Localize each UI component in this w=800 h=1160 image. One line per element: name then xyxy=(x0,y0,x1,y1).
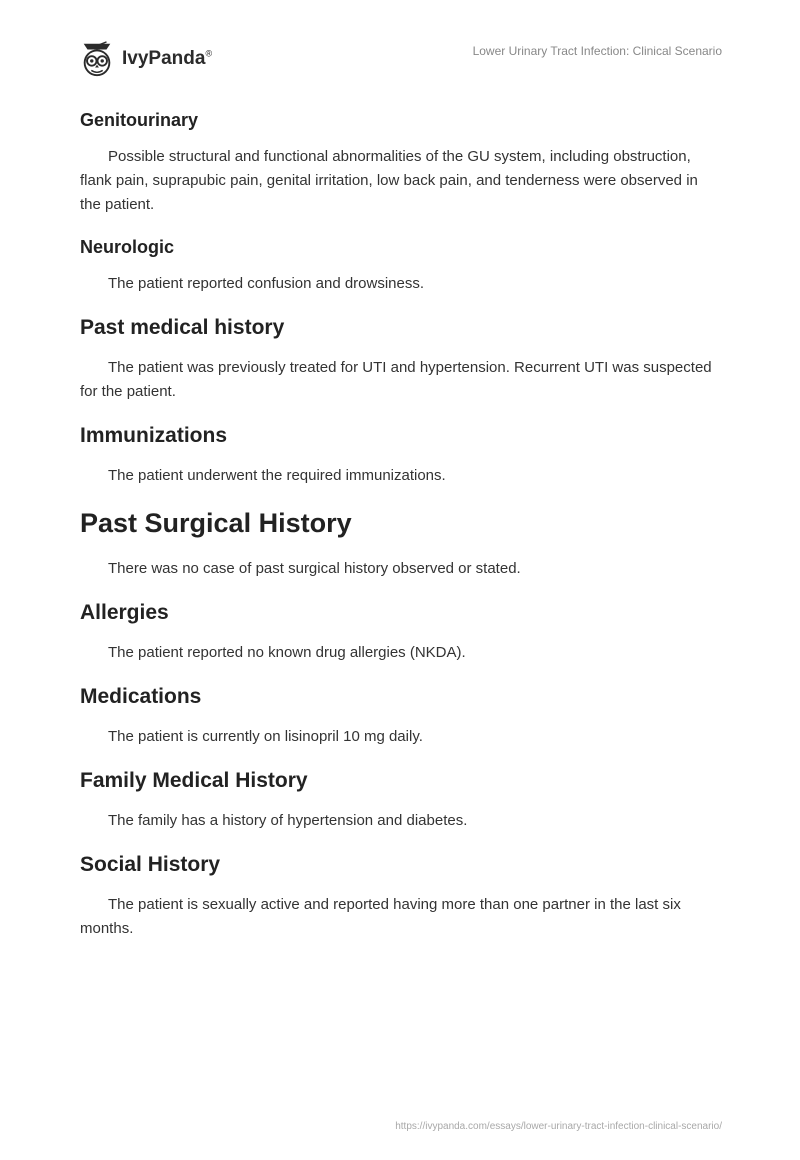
document-title: Lower Urinary Tract Infection: Clinical … xyxy=(473,44,722,58)
page-header: IvyPanda® Lower Urinary Tract Infection:… xyxy=(78,40,722,78)
brand-name-text: IvyPanda xyxy=(122,48,205,69)
section-heading: Medications xyxy=(80,685,720,709)
section-body: The patient reported confusion and drows… xyxy=(80,272,720,296)
section-body: The patient reported no known drug aller… xyxy=(80,641,720,665)
section-body: The patient underwent the required immun… xyxy=(80,464,720,488)
section-heading: Family Medical History xyxy=(80,769,720,793)
brand-name: IvyPanda® xyxy=(122,48,212,70)
section-body: The patient is currently on lisinopril 1… xyxy=(80,725,720,749)
section-heading: Allergies xyxy=(80,601,720,625)
footer-url: https://ivypanda.com/essays/lower-urinar… xyxy=(395,1121,722,1132)
owl-logo-icon xyxy=(78,40,116,78)
section-heading: Neurologic xyxy=(80,237,720,258)
section-heading: Past Surgical History xyxy=(80,508,720,539)
section-body: The patient is sexually active and repor… xyxy=(80,893,720,941)
page-container: IvyPanda® Lower Urinary Tract Infection:… xyxy=(0,0,800,1001)
section-body: The family has a history of hypertension… xyxy=(80,809,720,833)
section-heading: Past medical history xyxy=(80,316,720,340)
section-body: The patient was previously treated for U… xyxy=(80,356,720,404)
registered-mark: ® xyxy=(205,49,212,59)
section-heading: Genitourinary xyxy=(80,110,720,131)
section-body: Possible structural and functional abnor… xyxy=(80,145,720,217)
section-heading: Social History xyxy=(80,853,720,877)
section-heading: Immunizations xyxy=(80,424,720,448)
brand-logo: IvyPanda® xyxy=(78,40,212,78)
document-content: Genitourinary Possible structural and fu… xyxy=(78,110,722,941)
section-body: There was no case of past surgical histo… xyxy=(80,557,720,581)
